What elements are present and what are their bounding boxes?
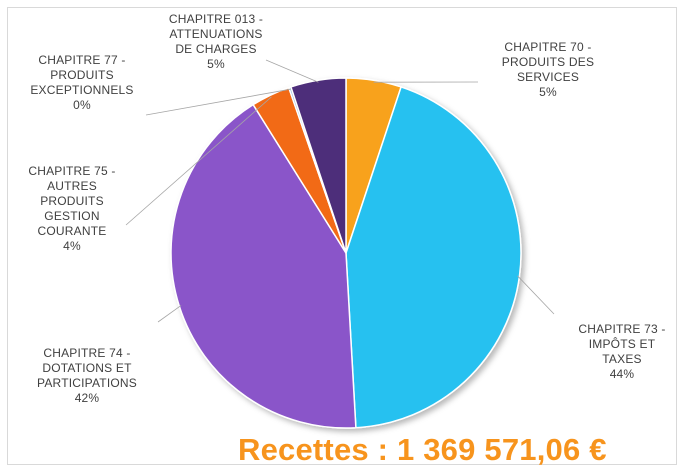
- slice-percent-label: 42%: [74, 391, 100, 405]
- leader-line: [125, 96, 272, 226]
- slice-label-line: PRODUITS DES: [501, 55, 595, 69]
- slice-label-line: DE CHARGES: [175, 42, 257, 56]
- total-receipts-label: Recettes : 1 369 571,06 €: [238, 432, 607, 467]
- slice-label-line: TAXES: [602, 352, 642, 366]
- slice-percent-label: 5%: [207, 57, 225, 71]
- slice-chapitre-013: [289, 77, 347, 254]
- chart-area: CHAPITRE 70 - PRODUITS DES SERVICES 5% CHAPI…: [7, 7, 677, 467]
- slice-label-line: CHAPITRE 013 -: [168, 12, 264, 26]
- slice-label-line: CHAPITRE 77 -: [38, 53, 126, 67]
- slice-label-line: SERVICES: [516, 70, 580, 84]
- leader-line: [265, 59, 319, 83]
- leader-line: [517, 275, 555, 315]
- slice-label-line: PRODUITS: [40, 194, 104, 208]
- slice-label-line: PARTICIPATIONS: [37, 376, 137, 390]
- slice-percent-label: 44%: [609, 367, 635, 381]
- label-chapitre-74: CHAPITRE 74 - DOTATIONS ET PARTICIPATIONS 4…: [12, 346, 162, 406]
- slice-chapitre-74: [170, 103, 357, 429]
- leader-line: [157, 305, 182, 323]
- leader-line: [145, 88, 291, 116]
- slice-percent-label: 5%: [539, 85, 557, 99]
- slice-label-line: GESTION: [44, 209, 100, 223]
- slice-label-line: CHAPITRE 70 -: [504, 40, 592, 54]
- slice-label-line: CHAPITRE 73 -: [578, 322, 666, 336]
- slice-label-line: AUTRES: [47, 179, 97, 193]
- label-chapitre-013: CHAPITRE 013 - ATTENUATIONS DE CHARGES 5%: [156, 12, 276, 72]
- slice-label-line: ATTENUATIONS: [169, 27, 263, 41]
- slice-label-line: CHAPITRE 74 -: [43, 346, 131, 360]
- slice-percent-label: 0%: [73, 98, 91, 112]
- label-chapitre-75: CHAPITRE 75 - AUTRES PRODUITS GESTION COURAN…: [12, 164, 132, 254]
- slice-label-line: DOTATIONS ET: [42, 361, 132, 375]
- label-chapitre-77: CHAPITRE 77 - PRODUITS EXCEPTIONNELS 0%: [12, 53, 152, 113]
- slice-label-line: PRODUITS: [50, 68, 114, 82]
- slice-label-line: COURANTE: [37, 224, 107, 238]
- slice-label-line: CHAPITRE 75 -: [28, 164, 116, 178]
- slice-percent-label: 4%: [63, 239, 81, 253]
- label-chapitre-70: CHAPITRE 70 - PRODUITS DES SERVICES 5%: [478, 40, 618, 100]
- slice-label-line: EXCEPTIONNELS: [30, 83, 134, 97]
- pie-chart: [125, 59, 555, 429]
- slice-chapitre-73: [345, 85, 522, 429]
- slice-label-line: IMPÔTS ET: [588, 337, 656, 351]
- label-chapitre-73: CHAPITRE 73 - IMPÔTS ET TAXES 44%: [557, 322, 684, 382]
